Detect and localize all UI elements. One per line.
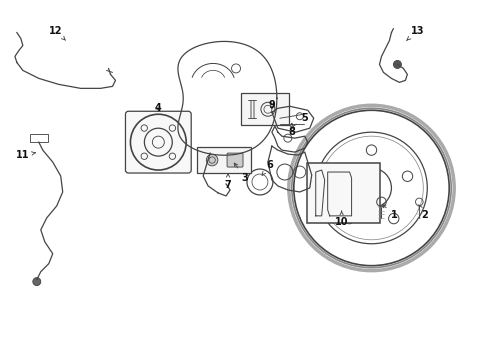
Text: 10: 10 xyxy=(335,211,348,227)
Circle shape xyxy=(206,154,218,166)
Text: 12: 12 xyxy=(49,26,66,40)
Text: 13: 13 xyxy=(407,26,424,40)
Text: 2: 2 xyxy=(419,204,428,220)
Text: 3: 3 xyxy=(234,163,248,183)
Text: 11: 11 xyxy=(16,150,35,160)
Bar xyxy=(30,134,48,142)
FancyBboxPatch shape xyxy=(227,153,243,167)
Text: 7: 7 xyxy=(225,174,231,190)
FancyBboxPatch shape xyxy=(197,147,251,173)
FancyBboxPatch shape xyxy=(307,163,380,223)
Text: 9: 9 xyxy=(269,100,275,110)
Circle shape xyxy=(393,60,401,68)
Text: 8: 8 xyxy=(289,123,295,137)
Text: 5: 5 xyxy=(291,113,308,128)
Text: 1: 1 xyxy=(382,204,398,220)
Circle shape xyxy=(33,278,41,285)
FancyBboxPatch shape xyxy=(241,93,289,125)
FancyBboxPatch shape xyxy=(125,111,191,173)
Text: 4: 4 xyxy=(155,103,162,113)
Text: 6: 6 xyxy=(262,160,273,175)
